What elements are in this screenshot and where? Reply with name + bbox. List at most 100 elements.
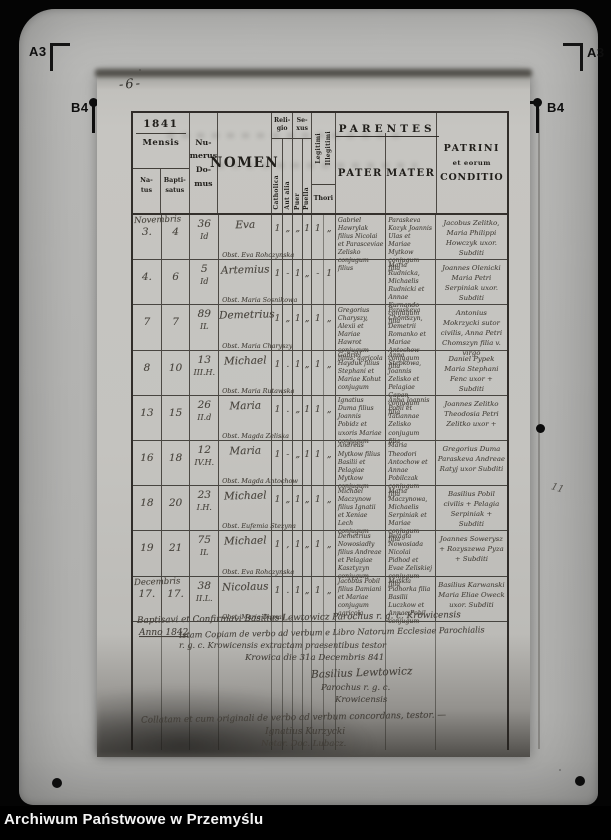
cell-puella: „ [303, 486, 313, 531]
cell-natus: 7 [133, 305, 162, 350]
cell-baptisatus: 10 [162, 350, 191, 395]
obstetrix-note: Obst. Eva Rohozynska [222, 251, 295, 260]
cell-pater: Jacobus Pobil filius Damiani et Mariae c… [336, 576, 387, 621]
cell-puella: „ [303, 350, 313, 395]
cell-nomen: Artemius Obst. Maria Sosnikowa [219, 260, 297, 305]
page-number-annotation: -6- [118, 76, 143, 93]
table-row: 19 21 75 IL Michael Obst. Eva Rohozynska 1… [133, 531, 507, 588]
cell-pater: Demetrius Nowosiadły filius Andreae et P… [336, 531, 387, 580]
cell-aut-alia: - [283, 260, 294, 305]
cell-legitimi: 1 „ [312, 440, 336, 486]
cell-baptisatus: 17. [162, 576, 191, 621]
cell-puella: 1 [303, 440, 313, 486]
cell-pater: Gabriel Hayduk filius Stephani et Mariae… [336, 350, 387, 395]
cell-catholica: 1 [272, 260, 284, 305]
obstetrix-note: Obst. Eufemia Stezyna [222, 522, 296, 531]
table-row: Novembris 3. 4 36 Id Eva Obst. Eva Rohozyns… [133, 214, 507, 272]
cell-domus: 5 Id [190, 260, 220, 305]
cell-natus: Decembris 17. [133, 576, 180, 621]
month-label: Novembris [133, 214, 182, 227]
cell-legitimi: 1 „ [312, 576, 336, 621]
cell-mater: Maria Rudnicka, Michaelis Rudnicki et An… [386, 260, 436, 325]
cell-mater: Anna Joannis Pobil et Tatiannae Zelisko … [386, 395, 436, 445]
frame-label-b4-right: B4 [547, 100, 565, 115]
header-religio-group: Reli- gio Catholica Aut alia [272, 113, 294, 213]
cell-puer: „ [293, 395, 304, 440]
cell-aut-alia: „ [283, 486, 294, 531]
cell-patrini: Basilius Karwanski Maria Eliae Oweck uxo… [438, 580, 505, 609]
cell-puer: „ [293, 215, 304, 260]
cell-baptisatus: 15 [162, 395, 191, 440]
header-patrini: PATRINI et eorum CONDITIO [440, 143, 504, 183]
cell-nomen: Demetrius Obst. Maria Charyszy [219, 305, 292, 350]
cell-baptisatus: 21 [162, 531, 191, 576]
collation-signature: Notar. Doc. Lubacz. [261, 739, 347, 749]
pater-header: PATER [336, 133, 387, 213]
obstetrix-note: Obst. Maria Charyszy [222, 341, 293, 350]
month-label: Decembris [133, 575, 181, 588]
cell-legitimi: 1 „ [312, 350, 336, 395]
cell-natus: 4. [133, 260, 162, 305]
cell-puella: „ [303, 260, 313, 305]
puer-header: Puer [293, 139, 303, 213]
corner-bracket-icon [50, 43, 70, 71]
cell-pater: Ignatius Duma filius Joannis Pobidz et u… [336, 395, 387, 445]
cell-mater: Pelagia Nowosiada Nicolai Pidhod et Evae… [386, 531, 436, 588]
mater-header: MATER [386, 167, 436, 179]
header-legitimi-group: Legitimi Illegitimi Thori [312, 113, 336, 213]
cell-catholica: 1 [272, 305, 284, 350]
pin-marker-icon [536, 105, 539, 133]
table-row: 16 18 12 IV.H. Maria Obst. Magda Antochow … [133, 440, 507, 498]
cell-pater: Michael Maczynow filius Ignatii et Xenia… [336, 486, 387, 535]
cell-catholica: 1 [272, 215, 284, 260]
header-nomen: NOMEN [210, 113, 278, 213]
margin-scribble: 11 [549, 481, 566, 496]
cell-catholica: 1 [272, 486, 284, 531]
cell-puella: „ [303, 305, 313, 350]
pin-marker-icon [92, 105, 95, 133]
cell-patrini: Basilius Pobil civilis + Pelagia Serpini… [443, 490, 500, 529]
cell-baptisatus: 7 [162, 305, 191, 350]
obstetrix-note: Obst. Maria Dumas [222, 612, 285, 621]
header-sexus-group: Se- xus Puer Puella [293, 113, 313, 213]
pin-marker-icon [533, 98, 542, 107]
cell-legitimi: -1 [312, 260, 336, 305]
puella-header: Puella [303, 187, 311, 210]
frame-label-b4-left: B4 [71, 100, 89, 115]
cell-aut-alia: „ [283, 305, 294, 350]
table-row: 18 20 23 I.H. Michael Obst. Eufemia Stezyn… [133, 486, 507, 543]
frame-label-a3-right: A3 [587, 45, 605, 60]
cell-mater: Paraskeva Chomszyn, Demetrii Romanko et … [386, 305, 436, 370]
cell-mater: Maria Maczynowa, Michaelis Serpiniak et … [386, 486, 436, 543]
cell-legitimi: 1 „ [312, 395, 336, 441]
cell-legitimi: 1 „ [312, 486, 336, 531]
religio-label: Reli- gio [272, 113, 293, 139]
archive-caption-bar: Archiwum Państwowe w Przemyślu [0, 806, 611, 840]
table-row: 4. 6 5 Id Artemius Obst. Maria Sosnikowa 1… [133, 260, 507, 325]
cell-aut-alia: . [283, 395, 294, 440]
obstetrix-note: Obst. Eva Rohozynska [222, 567, 295, 576]
cell-baptisatus: 6 [162, 260, 191, 305]
cell-catholica: 1 [272, 576, 284, 621]
cell-puer: 1 [293, 576, 304, 621]
archive-name: Archiwum Państwowe w Przemyślu [4, 811, 264, 828]
cell-domus: 12 IV.H. [190, 440, 220, 486]
cell-legitimi: 1 „ [312, 215, 336, 260]
table-row: Decembris 17. 17. 38 II.L. Nicolaus Obst. M… [133, 576, 507, 625]
header-mensis-group: 1841 Mensis Na- tus Bapti- satus [133, 113, 190, 213]
collation-signature: Ignatius Kurzycki [265, 727, 346, 737]
divider [136, 133, 186, 134]
cell-patrini: Daniel Pypek Maria Stephani Fenc uxor + … [444, 354, 499, 393]
cell-puer: 1 [293, 531, 304, 576]
cell-aut-alia: , [283, 531, 294, 576]
table-row: 8 10 13 III.H. Michael Obst. Maria Rutawsk… [133, 350, 507, 416]
certification-year: Anno 1842 [139, 628, 189, 638]
header-numerus-domus: Nu- merus Do- mus [190, 113, 219, 213]
obstetrix-note: Obst. Magda Antochow [222, 477, 298, 486]
legitimi-header: Legitimi [314, 133, 322, 164]
cell-natus: Novembris 3. [133, 214, 181, 260]
cell-puella: 1 [303, 215, 313, 260]
pin-marker-icon [89, 98, 98, 107]
cell-natus: 13 [133, 395, 162, 440]
